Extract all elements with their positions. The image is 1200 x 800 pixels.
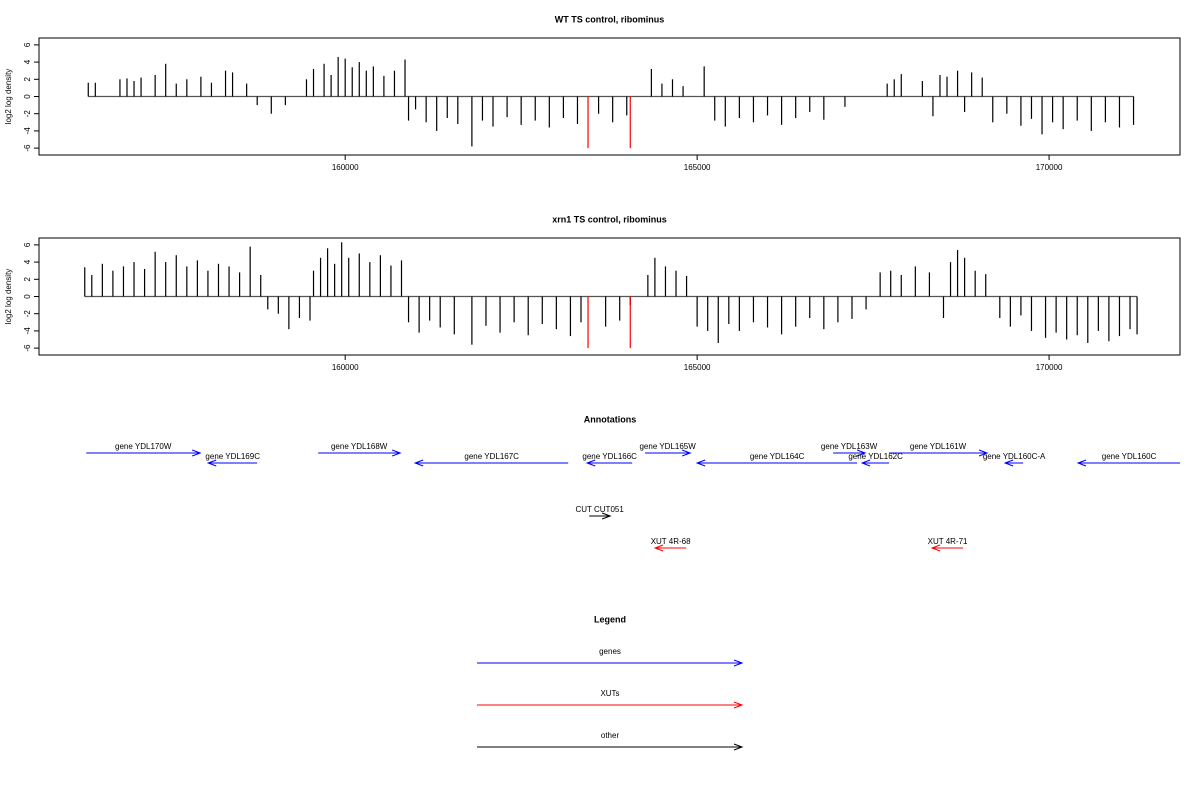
feature-arrow [695, 459, 858, 467]
legend-arrow [477, 659, 744, 667]
arrow-part [206, 459, 217, 467]
arrow-part [733, 743, 744, 751]
arrow-part [695, 459, 706, 467]
arrow-part [856, 449, 867, 457]
arrow-part [681, 449, 692, 457]
feature-label: gene YDL163W [821, 442, 878, 451]
y-tick-label: -4 [23, 327, 32, 335]
arrow-part [192, 449, 202, 457]
feature-label: XUT 4R-71 [928, 537, 968, 546]
feature-label: XUT 4R-68 [651, 537, 691, 546]
feature-label: gene YDL166C [582, 452, 637, 461]
legend-arrow [477, 701, 744, 709]
y-tick-label: 4 [23, 59, 32, 64]
y-tick-label: 4 [23, 259, 32, 264]
y-tick-label: 0 [23, 94, 32, 99]
arrow-part [978, 449, 989, 457]
feature-label: gene YDL170W [115, 442, 172, 451]
arrow-part [391, 449, 402, 457]
arrow-part [1076, 459, 1087, 467]
y-tick-label: 2 [23, 77, 32, 82]
feature-label: gene YDL169C [205, 452, 260, 461]
legend-label: XUTs [600, 689, 619, 698]
feature-arrow [889, 449, 989, 457]
annotations-title: Annotations [584, 414, 637, 424]
feature-label: gene YDL160C [1102, 452, 1157, 461]
feature-label: gene YDL167C [464, 452, 519, 461]
feature-label: gene YDL164C [750, 452, 805, 461]
feature-arrow [86, 449, 202, 457]
feature-label: gene YDL165W [639, 442, 696, 451]
y-tick-label: -6 [23, 344, 32, 352]
feature-arrow [413, 459, 569, 467]
feature-label: gene YDL160C-A [983, 452, 1046, 461]
x-tick-label: 165000 [684, 363, 711, 372]
arrow-part [733, 659, 744, 667]
chart-title: xrn1 TS control, ribominus [552, 214, 667, 224]
legend-label: genes [599, 647, 621, 656]
feature-arrow [653, 544, 687, 552]
y-tick-label: -2 [23, 310, 32, 318]
y-axis-label: log2 log density [4, 69, 13, 125]
x-tick-label: 165000 [684, 163, 711, 172]
feature-arrow [930, 544, 964, 552]
arrow-part [733, 701, 744, 709]
chart-title: WT TS control, ribominus [555, 14, 665, 24]
feature-arrow [833, 449, 867, 457]
legend-title: Legend [594, 614, 626, 624]
feature-arrow [318, 449, 402, 457]
y-axis-label: log2 log density [4, 269, 13, 325]
arrow-part [585, 459, 596, 467]
y-tick-label: 6 [23, 42, 32, 47]
feature-arrow [1076, 459, 1181, 467]
feature-arrow [860, 459, 890, 467]
y-tick-label: 2 [23, 277, 32, 282]
x-tick-label: 160000 [332, 163, 359, 172]
feature-arrow [585, 459, 633, 467]
x-tick-label: 160000 [332, 363, 359, 372]
feature-arrow [206, 459, 258, 467]
feature-arrow [645, 449, 692, 457]
y-tick-label: 6 [23, 242, 32, 247]
y-tick-label: -4 [23, 127, 32, 135]
y-tick-label: 0 [23, 294, 32, 299]
feature-label: gene YDL161W [910, 442, 967, 451]
arrow-part [653, 544, 664, 552]
feature-label: gene YDL162C [848, 452, 903, 461]
legend-arrow [477, 743, 744, 751]
legend-label: other [601, 731, 620, 740]
y-tick-label: -6 [23, 144, 32, 152]
x-tick-label: 170000 [1036, 363, 1063, 372]
arrow-part [930, 544, 941, 552]
y-tick-label: -2 [23, 110, 32, 118]
feature-label: gene YDL168W [331, 442, 388, 451]
arrow-part [1003, 459, 1014, 467]
arrow-part [601, 512, 612, 520]
x-tick-label: 170000 [1036, 163, 1063, 172]
feature-arrow [589, 512, 612, 520]
feature-label: CUT CUT051 [575, 505, 624, 514]
feature-arrow [1003, 459, 1024, 467]
arrow-part [860, 459, 871, 467]
arrow-part [413, 459, 424, 467]
